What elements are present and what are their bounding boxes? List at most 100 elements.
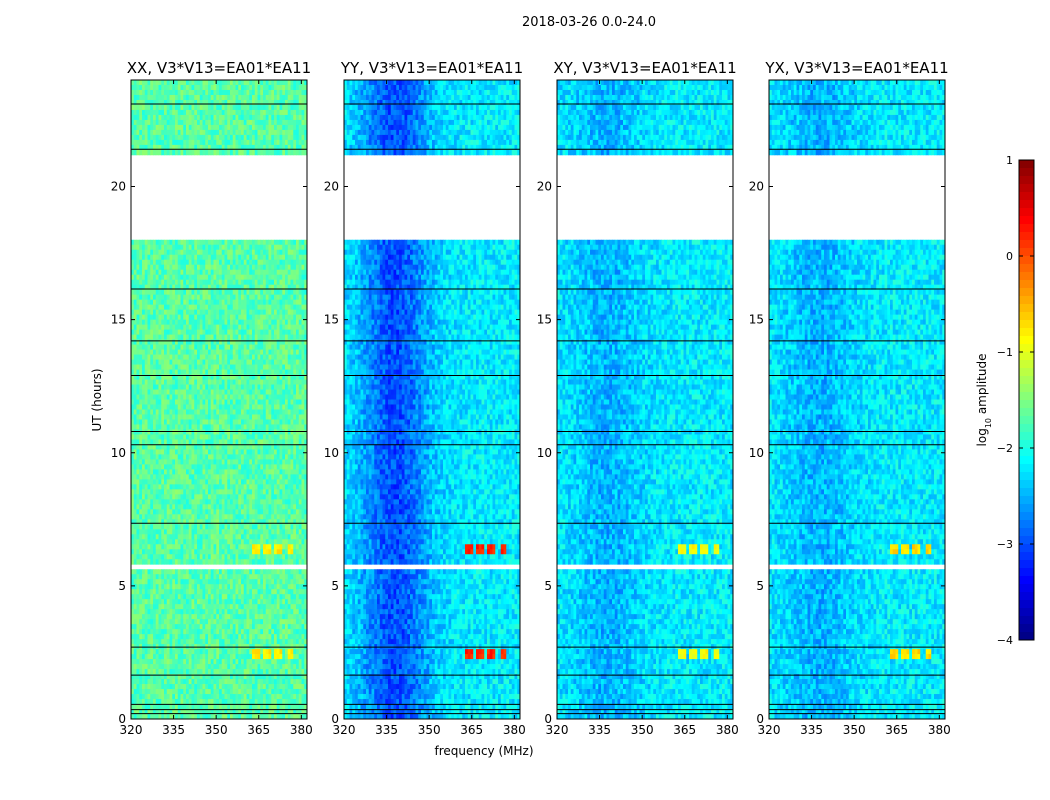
heatmap-cell [247, 115, 250, 120]
heatmap-cell [247, 105, 250, 110]
heatmap-cell [233, 120, 236, 125]
heatmap-cell [137, 135, 140, 140]
heatmap-cell [145, 245, 148, 250]
heatmap-cell [255, 90, 258, 95]
heatmap-cell [252, 135, 255, 140]
heatmap-cell [153, 95, 156, 100]
heatmap-cell [274, 150, 277, 155]
heatmap-cell [266, 130, 269, 135]
heatmap-cell [260, 150, 263, 155]
heatmap-cell [142, 130, 145, 135]
heatmap-cell [216, 250, 219, 255]
heatmap-cell [236, 260, 239, 265]
heatmap-cell [167, 90, 170, 95]
heatmap-cell [192, 110, 195, 115]
heatmap-cell [156, 240, 159, 245]
heatmap-cell [181, 150, 184, 155]
heatmap-cell [156, 105, 159, 110]
heatmap-cell [277, 100, 280, 105]
heatmap-cell [230, 80, 233, 85]
heatmap-cell [164, 130, 167, 135]
heatmap-cell [211, 240, 214, 245]
heatmap-cell [172, 240, 175, 245]
heatmap-cell [142, 120, 145, 125]
heatmap-cell [214, 85, 217, 90]
heatmap-cell [282, 115, 285, 120]
heatmap-cell [241, 255, 244, 260]
heatmap-cell [244, 115, 247, 120]
heatmap-cell [269, 130, 272, 135]
heatmap-cell [249, 140, 252, 145]
heatmap-cell [296, 80, 299, 85]
heatmap-cell [214, 140, 217, 145]
heatmap-cell [296, 115, 299, 120]
heatmap-cell [274, 130, 277, 135]
heatmap-cell [183, 110, 186, 115]
heatmap-cell [137, 90, 140, 95]
heatmap-cell [291, 115, 294, 120]
heatmap-cell [258, 245, 261, 250]
heatmap-cell [260, 245, 263, 250]
heatmap-cell [181, 90, 184, 95]
heatmap-cell [181, 255, 184, 260]
heatmap-cell [233, 115, 236, 120]
heatmap-cell [288, 255, 291, 260]
heatmap-cell [222, 255, 225, 260]
heatmap-cell [203, 130, 206, 135]
heatmap-cell [170, 240, 173, 245]
heatmap-cell [241, 240, 244, 245]
heatmap-cell [178, 245, 181, 250]
heatmap-cell [186, 240, 189, 245]
heatmap-cell [219, 125, 222, 130]
heatmap-cell [134, 250, 137, 255]
heatmap-cell [178, 95, 181, 100]
heatmap-cell [296, 130, 299, 135]
heatmap-cell [233, 130, 236, 135]
heatmap-cell [299, 135, 302, 140]
heatmap-cell [172, 245, 175, 250]
heatmap-cell [194, 105, 197, 110]
heatmap-cell [271, 245, 274, 250]
heatmap-cell [181, 125, 184, 130]
heatmap-cell [156, 250, 159, 255]
heatmap-cell [266, 255, 269, 260]
heatmap-cell [247, 130, 250, 135]
heatmap-cell [236, 90, 239, 95]
heatmap-cell [170, 125, 173, 130]
heatmap-cell [183, 255, 186, 260]
heatmap-cell [208, 255, 211, 260]
heatmap-cell [244, 245, 247, 250]
heatmap-cell [296, 100, 299, 105]
heatmap-cell [274, 245, 277, 250]
heatmap-cell [175, 140, 178, 145]
heatmap-cell [238, 130, 241, 135]
xx-panel-title: XX, V3*V13=EA01*EA11 [127, 59, 311, 77]
heatmap-cell [277, 105, 280, 110]
heatmap-cell [222, 120, 225, 125]
heatmap-cell [266, 110, 269, 115]
heatmap-cell [164, 245, 167, 250]
heatmap-cell [137, 265, 140, 270]
heatmap-cell [269, 115, 272, 120]
heatmap-cell [277, 125, 280, 130]
heatmap-cell [203, 260, 206, 265]
heatmap-cell [225, 135, 228, 140]
heatmap-cell [156, 150, 159, 155]
heatmap-cell [194, 250, 197, 255]
heatmap-cell [159, 140, 162, 145]
heatmap-cell [134, 240, 137, 245]
heatmap-cell [263, 150, 266, 155]
heatmap-cell [139, 140, 142, 145]
heatmap-cell [258, 105, 261, 110]
heatmap-cell [145, 85, 148, 90]
heatmap-cell [244, 105, 247, 110]
heatmap-cell [293, 90, 296, 95]
heatmap-cell [260, 260, 263, 265]
heatmap-cell [161, 80, 164, 85]
heatmap-cell [277, 130, 280, 135]
heatmap-cell [285, 135, 288, 140]
heatmap-cell [266, 125, 269, 130]
heatmap-cell [175, 120, 178, 125]
heatmap-cell [178, 150, 181, 155]
heatmap-cell [194, 110, 197, 115]
